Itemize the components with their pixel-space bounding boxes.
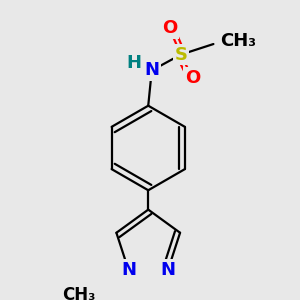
Text: S: S bbox=[174, 46, 187, 64]
Text: H: H bbox=[127, 54, 142, 72]
Text: O: O bbox=[185, 68, 200, 86]
Text: N: N bbox=[144, 61, 159, 80]
Text: O: O bbox=[162, 19, 177, 37]
Text: N: N bbox=[160, 261, 175, 279]
Text: N: N bbox=[121, 261, 136, 279]
Text: CH₃: CH₃ bbox=[62, 286, 95, 300]
Text: CH₃: CH₃ bbox=[220, 32, 256, 50]
